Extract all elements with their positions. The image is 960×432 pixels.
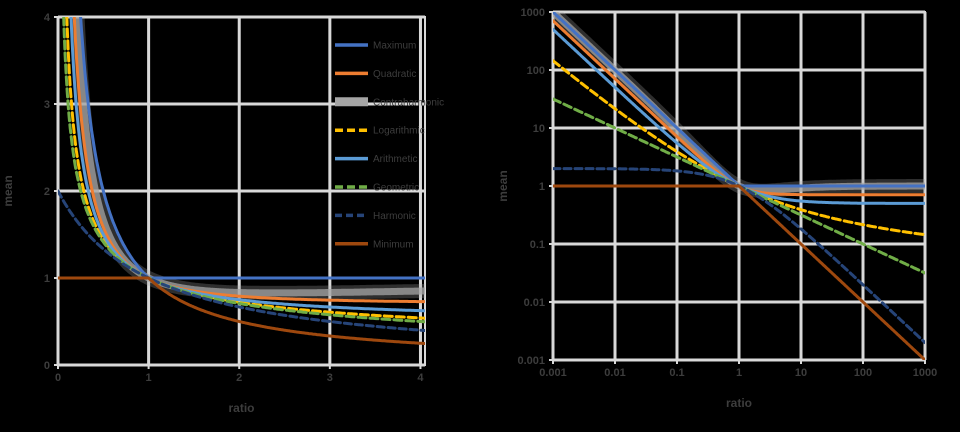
y-tick-label: 0.1 <box>530 239 545 251</box>
legend-label: Maximum <box>373 41 416 52</box>
y-tick-label: 1 <box>44 273 50 285</box>
x-tick-label: 1 <box>146 372 152 384</box>
series-line-min <box>553 184 925 360</box>
x-tick-label: 4 <box>417 372 424 384</box>
y-tick-label: 0 <box>44 360 50 372</box>
legend-label: Harmonic <box>373 211 416 222</box>
legend-item-harmonic: Harmonic <box>335 211 416 222</box>
legend-item-geometric: Geometric <box>335 183 419 194</box>
x-tick-label: 3 <box>327 372 333 384</box>
tick-marks <box>54 16 422 369</box>
legend-label: Arithmetic <box>373 154 417 165</box>
series-line-min <box>58 276 425 345</box>
legend-label: Minimum <box>373 239 414 250</box>
y-tick-label: 2 <box>44 186 50 198</box>
series-lines <box>553 12 925 360</box>
series-lines <box>58 17 425 345</box>
x-tick-label: 0 <box>55 372 61 384</box>
right-loglog-chart: 0.001 0.01 0.1 1 10 100 1000 1000 100 10 1 0.1 0.01 0… <box>496 7 937 410</box>
y-axis-title: mean <box>496 170 510 201</box>
series-line-geometric <box>62 17 425 324</box>
legend-label: Geometric <box>373 183 419 194</box>
x-axis-title: ratio <box>726 396 752 410</box>
y-tick-label: 100 <box>527 65 545 77</box>
x-axis-title: ratio <box>228 401 254 415</box>
y-tick-label: 4 <box>44 12 51 24</box>
y-axis-title: mean <box>1 175 15 206</box>
legend-item-max: Maximum <box>335 41 416 52</box>
series-line-arithmetic <box>69 17 425 313</box>
legend-label: Logarithmic <box>373 126 425 137</box>
series-line-harmonic <box>58 189 425 332</box>
left-linear-chart: 0 1 2 3 4 4 3 2 1 0 ratio mean Maximum Quadratic Contr… <box>1 12 444 415</box>
y-tick-label: 1 <box>539 181 545 193</box>
legend-item-logarithmic: Logarithmic <box>335 126 425 137</box>
legend-label: Contraharmonic <box>373 97 444 108</box>
x-tick-label: 0.001 <box>539 367 567 379</box>
y-tick-label: 0.01 <box>524 297 545 309</box>
x-tick-label: 0.01 <box>604 367 625 379</box>
y-tick-label: 1000 <box>521 7 545 19</box>
y-tick-label: 0.001 <box>517 355 545 367</box>
legend: Maximum Quadratic Contraharmonic Logarithmi… <box>335 41 444 250</box>
y-tick-label: 10 <box>533 123 545 135</box>
legend-item-min: Minimum <box>335 239 414 250</box>
legend-label: Quadratic <box>373 69 416 80</box>
legend-item-contraharmonic: Contraharmonic <box>335 97 444 108</box>
tick-marks <box>549 11 926 364</box>
legend-item-arithmetic: Arithmetic <box>335 154 417 165</box>
series-line-max <box>79 17 425 280</box>
x-tick-label: 0.1 <box>669 367 684 379</box>
y-tick-label: 3 <box>44 99 50 111</box>
x-tick-label: 1000 <box>913 367 937 379</box>
x-tick-label: 10 <box>795 367 807 379</box>
x-tick-label: 2 <box>236 372 242 384</box>
x-tick-label: 1 <box>736 367 742 379</box>
x-tick-label: 100 <box>854 367 872 379</box>
legend-item-rms: Quadratic <box>335 69 416 80</box>
